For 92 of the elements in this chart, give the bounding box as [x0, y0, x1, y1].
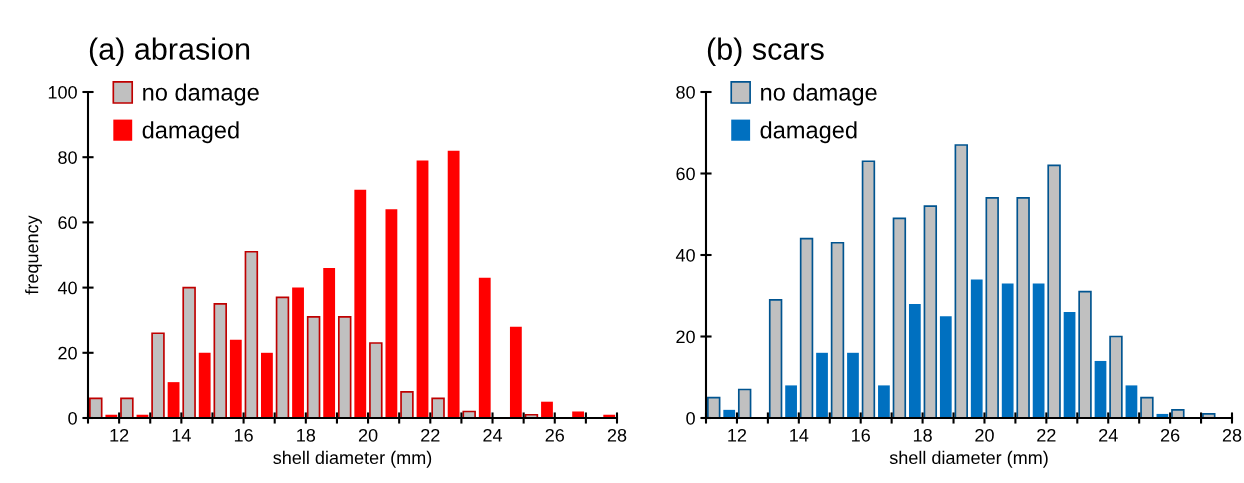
bar: [1171, 409, 1185, 418]
bar: [1016, 197, 1030, 418]
bar: [799, 237, 814, 418]
y-tick-label: 100: [48, 85, 77, 99]
x-tick-label: 28: [607, 428, 627, 442]
bar: [1094, 360, 1107, 418]
bar: [354, 189, 367, 418]
bar: [1001, 283, 1014, 418]
bar: [785, 385, 797, 418]
x-tick-label: 24: [1099, 428, 1118, 442]
bar: [431, 397, 445, 418]
x-tick-label: 14: [172, 429, 191, 442]
x-axis-title: shell diameter (mm): [273, 450, 432, 468]
x-tick-label: 16: [852, 428, 870, 442]
x-tick-label: 12: [728, 428, 747, 442]
y-tick-label: 80: [58, 151, 77, 164]
y-axis-title: frequency: [25, 215, 42, 295]
bar: [400, 391, 414, 418]
bar: [572, 411, 585, 418]
bar: [213, 303, 227, 418]
bar: [323, 268, 336, 418]
bar: [509, 326, 522, 418]
x-tick-label: 16: [234, 428, 253, 442]
bar: [892, 217, 907, 418]
bar: [1047, 164, 1061, 418]
x-tick-label: 20: [975, 428, 994, 442]
x-tick-label: 26: [1160, 428, 1180, 442]
bar: [923, 205, 938, 418]
bar: [89, 397, 103, 418]
x-tick-label: 24: [483, 428, 503, 442]
bar: [1109, 335, 1123, 418]
y-tick-label: 40: [675, 248, 695, 262]
bar: [447, 150, 460, 418]
bar: [1032, 283, 1045, 418]
legend-label: no damage: [143, 83, 259, 106]
x-tick-label: 22: [1037, 428, 1056, 442]
x-tick-label: 14: [790, 429, 809, 442]
bar: [261, 352, 273, 418]
bar: [385, 209, 398, 418]
bar: [182, 286, 196, 418]
bar: [861, 160, 876, 418]
bar: [478, 277, 491, 418]
y-tick-label: 20: [676, 330, 695, 344]
bar: [120, 397, 134, 418]
x-tick-label: 22: [421, 428, 440, 442]
y-tick-label: 60: [676, 167, 695, 181]
bar: [908, 303, 921, 418]
bar: [816, 352, 828, 418]
bar: [768, 298, 783, 418]
y-tick-label: 80: [676, 85, 695, 99]
bar: [1078, 290, 1092, 418]
legend-label: damaged: [760, 121, 857, 144]
bar: [306, 316, 321, 418]
bar: [954, 144, 968, 418]
y-tick-label: 60: [58, 216, 77, 230]
bar: [1140, 396, 1154, 418]
chart-title: (a) abrasion: [89, 37, 250, 66]
legend-label: damaged: [142, 121, 239, 144]
x-tick-label: 12: [110, 428, 129, 442]
y-tick-label: 0: [686, 411, 695, 425]
bar: [830, 241, 845, 418]
y-tick-label: 20: [58, 346, 77, 360]
bar: [737, 388, 752, 418]
bar: [292, 287, 304, 418]
bar: [244, 250, 259, 418]
bar: [337, 316, 352, 418]
bar: [541, 401, 553, 418]
bar: [198, 352, 211, 418]
x-tick-label: 18: [297, 428, 316, 442]
bar: [985, 197, 999, 418]
bar: [970, 279, 983, 418]
bar: [1063, 312, 1076, 418]
x-tick-label: 28: [1222, 428, 1242, 442]
x-axis-title: shell diameter (mm): [889, 450, 1048, 468]
legend-label: no damage: [761, 83, 877, 106]
bar: [707, 396, 721, 418]
x-tick-label: 20: [358, 428, 378, 442]
bar: [939, 316, 952, 418]
bar: [878, 385, 890, 418]
bar: [229, 339, 242, 418]
x-tick-label: 26: [545, 428, 565, 442]
bar: [167, 382, 180, 418]
chart-title: (b) scars: [707, 37, 824, 66]
bar: [847, 352, 859, 418]
y-tick-label: 0: [68, 411, 77, 425]
bar: [369, 342, 383, 418]
bar: [151, 332, 165, 418]
x-tick-label: 18: [913, 428, 932, 442]
y-tick-label: 40: [57, 281, 77, 295]
bar: [1125, 385, 1138, 418]
bar: [416, 160, 429, 418]
bar: [275, 296, 290, 418]
